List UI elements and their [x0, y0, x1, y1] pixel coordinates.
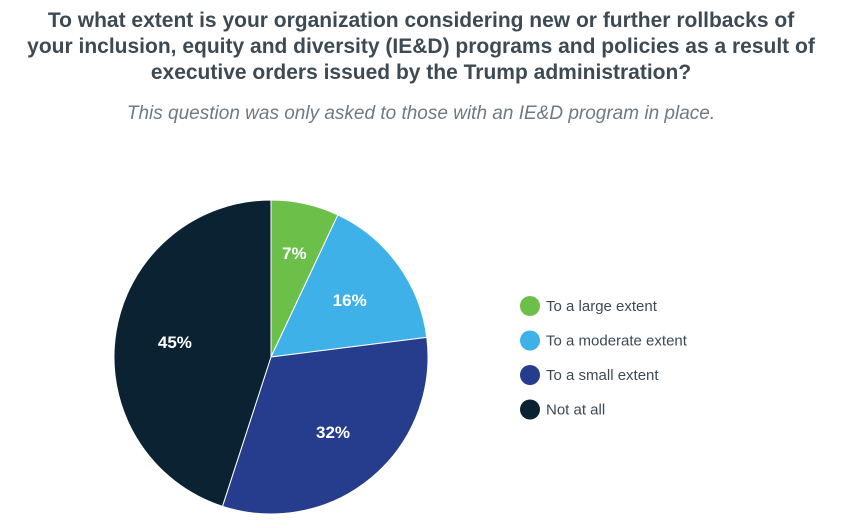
data-label-to-a-moderate-extent: 16%	[333, 291, 367, 310]
pie-slice-not-at-all	[113, 199, 272, 507]
chart-subtitle: This question was only asked to those wi…	[126, 103, 716, 124]
legend: To a large extent To a moderate extent To …	[520, 296, 688, 420]
legend-swatch-not-at-all	[520, 399, 540, 420]
pie-slice-to-a-moderate-extent	[270, 214, 428, 358]
data-label-to-a-small-extent: 32%	[316, 423, 350, 442]
legend-label-to-a-large-extent: To a large extent	[546, 298, 658, 315]
legend-swatch-to-a-moderate-extent	[520, 330, 540, 351]
legend-label-to-a-small-extent: To a small extent	[546, 367, 659, 384]
pie-slice-to-a-small-extent	[221, 336, 429, 515]
data-label-to-a-large-extent: 7%	[282, 244, 307, 263]
chart-title: To what extent is your organization cons…	[0, 8, 842, 86]
legend-swatch-to-a-small-extent	[520, 365, 540, 385]
pie-data-labels: 7% 16% 32% 45%	[158, 244, 367, 442]
title-line-1: To what extent is your organization cons…	[47, 9, 795, 32]
legend-label-to-a-moderate-extent: To a moderate extent	[546, 333, 688, 350]
title-line-3: executive orders issued by the Trump adm…	[150, 61, 692, 84]
data-label-not-at-all: 45%	[158, 333, 192, 352]
legend-swatch-to-a-large-extent	[520, 296, 540, 316]
pie-slices	[113, 199, 429, 515]
legend-label-not-at-all: Not at all	[546, 402, 605, 419]
title-line-2: your inclusion, equity and diversity (IE…	[27, 35, 815, 58]
